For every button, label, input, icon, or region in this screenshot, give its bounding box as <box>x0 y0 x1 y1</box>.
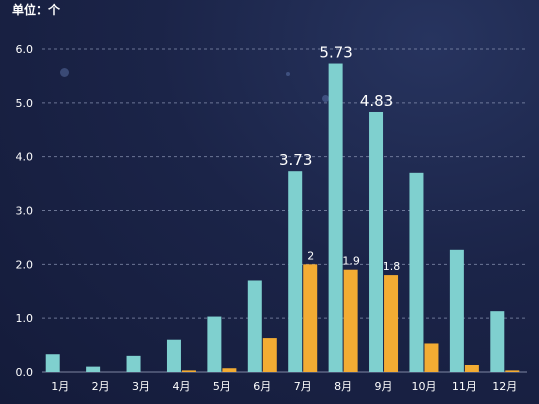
bars <box>45 63 520 373</box>
x-tick-label: 2月 <box>92 380 110 393</box>
x-tick-label: 3月 <box>132 380 150 393</box>
bar-series-1 <box>490 311 505 372</box>
y-tick-label: 2.0 <box>16 258 34 271</box>
bar-series-1 <box>45 354 60 372</box>
bar-series-1 <box>449 249 464 372</box>
decor-dot <box>60 68 69 77</box>
bar-series-2 <box>464 365 479 372</box>
data-label: 5.73 <box>319 44 352 62</box>
bar-series-1 <box>328 63 343 372</box>
bar-series-2 <box>424 343 439 372</box>
y-tick-label: 0.0 <box>16 366 34 379</box>
bar-series-2 <box>222 368 237 372</box>
decor-dot <box>286 72 290 76</box>
gridlines: 0.0 1.0 2.0 3.0 4.0 5.0 6.0 <box>16 43 527 379</box>
data-label: 1.8 <box>383 260 401 273</box>
unit-label: 单位：个 <box>12 2 61 17</box>
bar-series-1 <box>166 339 181 372</box>
bar-series-1 <box>247 280 262 372</box>
bar-series-2 <box>505 370 520 372</box>
data-label: 2 <box>307 249 314 262</box>
bar-series-1 <box>409 172 424 372</box>
bar-series-2 <box>181 370 196 372</box>
y-tick-label: 1.0 <box>16 312 34 325</box>
x-tick-label: 11月 <box>452 380 477 393</box>
x-tick-label: 5月 <box>213 380 231 393</box>
x-tick-label: 9月 <box>375 380 393 393</box>
bar-series-1 <box>86 366 101 372</box>
y-tick-label: 4.0 <box>16 151 34 164</box>
labels: 1月 2月 3月 4月 5月 6月 7月 8月 9月 10月 11月 12月 3.73 5.73 4.83 2… <box>51 44 517 393</box>
x-tick-label: 4月 <box>172 380 190 393</box>
x-tick-label: 1月 <box>51 380 69 393</box>
bar-series-2 <box>384 275 399 372</box>
y-tick-label: 6.0 <box>16 43 34 56</box>
bar-series-1 <box>126 355 141 372</box>
y-tick-label: 5.0 <box>16 97 34 110</box>
x-tick-label: 7月 <box>294 380 312 393</box>
bar-series-1 <box>288 171 303 372</box>
bar-series-2 <box>343 269 358 372</box>
data-label: 1.9 <box>342 255 360 268</box>
x-tick-label: 6月 <box>253 380 271 393</box>
x-tick-label: 12月 <box>492 380 517 393</box>
data-label: 4.83 <box>360 92 393 110</box>
x-tick-label: 10月 <box>411 380 436 393</box>
y-tick-label: 3.0 <box>16 205 34 218</box>
bar-series-2 <box>303 264 318 372</box>
x-tick-label: 8月 <box>334 380 352 393</box>
decor-dot <box>322 95 329 102</box>
bar-series-2 <box>262 338 277 372</box>
bar-series-1 <box>207 316 222 372</box>
data-label: 3.73 <box>279 151 312 169</box>
bar-series-1 <box>369 111 384 373</box>
